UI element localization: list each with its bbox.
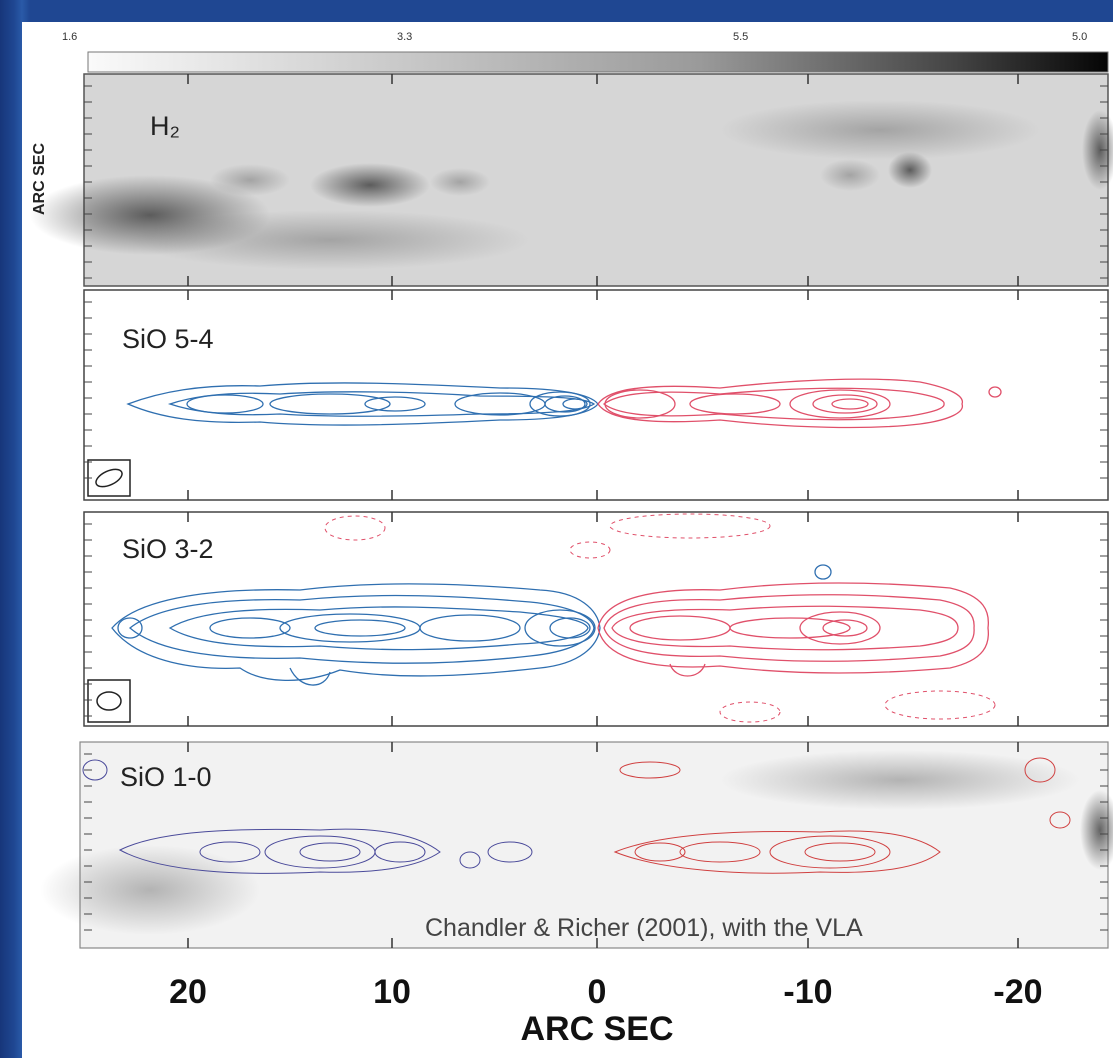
panel-label-h2: H₂ bbox=[150, 111, 180, 141]
h2-emission-knot bbox=[310, 163, 430, 207]
beam-ellipse-icon bbox=[87, 679, 131, 723]
h2-diffuse-emission bbox=[130, 210, 530, 270]
colorbar-label-3: 5.5 bbox=[733, 31, 748, 43]
sio10-greyscale-emission bbox=[40, 845, 260, 935]
colorbar-label-1: 1.6 bbox=[62, 31, 77, 43]
panel-sio32: SiO 3-2 bbox=[83, 511, 1109, 727]
panel-sio10: SiO 1-0 Chandler & Richer (2001), with t… bbox=[40, 741, 1113, 949]
x-tick-label: -10 bbox=[783, 973, 832, 1011]
sio54-frame bbox=[83, 289, 1109, 501]
sio10-blue-contours bbox=[82, 759, 533, 874]
sio10-red-contours bbox=[613, 757, 1071, 874]
colorbar: 1.6 3.3 5.5 5.0 bbox=[62, 31, 1109, 73]
sio32-negative-contours bbox=[324, 513, 996, 723]
sio54-red-contours bbox=[597, 378, 1002, 429]
x-tick-label: 10 bbox=[373, 973, 411, 1011]
credit-text: Chandler & Richer (2001), with the VLA bbox=[425, 914, 863, 942]
h2-diffuse-emission bbox=[720, 100, 1040, 160]
sio32-frame bbox=[83, 511, 1109, 727]
h2-emission-knot bbox=[430, 168, 490, 196]
colorbar-label-2: 3.3 bbox=[397, 31, 412, 43]
panel-h2: H₂ bbox=[30, 73, 1113, 287]
panel-label-sio32: SiO 3-2 bbox=[122, 534, 214, 564]
panel-sio54: SiO 5-4 bbox=[83, 289, 1109, 501]
h2-emission-knot bbox=[888, 152, 932, 188]
sio10-greyscale-emission bbox=[720, 750, 1080, 810]
sio32-red-contours bbox=[597, 582, 990, 677]
x-axis-title: ARC SEC bbox=[520, 1010, 673, 1048]
x-tick-label: 20 bbox=[169, 973, 207, 1011]
sio32-blue-contours bbox=[111, 564, 832, 686]
x-axis-ticks bbox=[84, 74, 1108, 948]
panel-label-sio54: SiO 5-4 bbox=[122, 324, 214, 354]
panel-label-sio10: SiO 1-0 bbox=[120, 762, 212, 792]
x-tick-label: 0 bbox=[588, 973, 607, 1011]
colorbar-label-4: 5.0 bbox=[1072, 31, 1087, 43]
x-tick-label: -20 bbox=[993, 973, 1042, 1011]
colorbar-strip bbox=[87, 51, 1109, 73]
h2-emission-knot bbox=[820, 159, 880, 191]
h2-emission-knot bbox=[1082, 110, 1113, 190]
h2-emission-knot bbox=[210, 164, 290, 196]
